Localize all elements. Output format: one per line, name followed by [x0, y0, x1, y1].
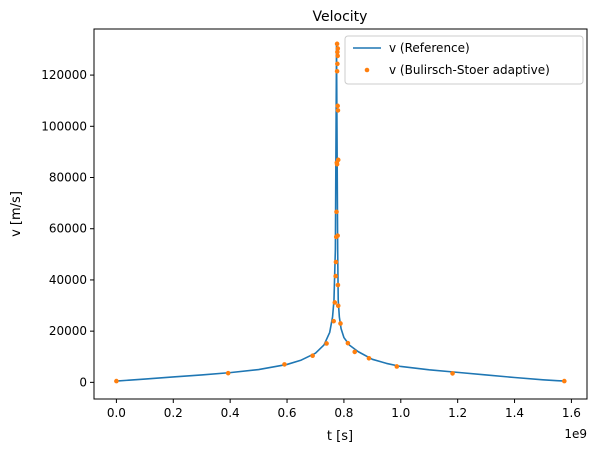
y-tick-label: 40000: [49, 273, 87, 287]
bulirsch-stoer-point: [334, 209, 339, 215]
legend-box: [344, 35, 584, 85]
bulirsch-stoer-point: [335, 233, 340, 238]
bulirsch-stoer-point: [331, 318, 336, 324]
bulirsch-stoer-point: [335, 303, 341, 309]
legend-reference-label: v (Reference): [389, 41, 470, 55]
legend-bulirsch-stoer-swatch: [364, 67, 370, 73]
bulirsch-stoer-point: [334, 41, 340, 47]
reference-series-line: [116, 43, 566, 382]
bulirsch-stoer-point: [333, 273, 338, 279]
y-axis-ticks: 0 20000 40000 60000 80000 100000 120000: [41, 68, 94, 389]
x-axis-label: t [s]: [327, 429, 353, 444]
bulirsch-stoer-point: [324, 341, 329, 346]
y-tick-label: 100000: [41, 119, 87, 133]
y-axis-label: v [m/s]: [9, 191, 24, 237]
x-tick-label: 0.2: [164, 406, 183, 420]
bulirsch-stoer-point: [335, 282, 341, 288]
bulirsch-stoer-point: [366, 355, 372, 361]
bulirsch-stoer-point: [352, 349, 358, 355]
bulirsch-stoer-point: [562, 378, 567, 384]
x-tick-label: 1.4: [505, 406, 524, 420]
bulirsch-stoer-point: [225, 370, 231, 376]
x-tick-label: 0.0: [107, 406, 126, 420]
y-tick-label: 120000: [41, 68, 87, 82]
bulirsch-stoer-point: [334, 161, 340, 167]
x-tick-label: 0.6: [277, 406, 296, 420]
x-tick-label: 1.6: [562, 406, 581, 420]
bulirsch-stoer-point: [334, 68, 340, 74]
bulirsch-stoer-point: [335, 108, 341, 113]
x-tick-label: 0.8: [334, 406, 353, 420]
bulirsch-stoer-point: [332, 300, 338, 305]
x-tick-label: 0.4: [221, 406, 240, 420]
plot-frame: [93, 28, 588, 400]
legend: v (Reference) v (Bulirsch-Stoer adaptive…: [344, 35, 584, 85]
bulirsch-stoer-point: [335, 157, 341, 163]
bulirsch-stoer-point: [450, 371, 455, 376]
x-axis-offset-label: 1e9: [564, 427, 587, 441]
bulirsch-stoer-point: [338, 321, 343, 326]
chart-title: Velocity: [313, 9, 368, 25]
y-tick-label: 60000: [49, 222, 87, 236]
bulirsch-stoer-point: [335, 61, 340, 67]
x-axis-ticks: 0.0 0.2 0.4 0.6 0.8 1.0 1.2 1.4 1.6: [107, 399, 581, 420]
bulirsch-stoer-point: [345, 340, 351, 346]
y-tick-label: 0: [79, 375, 87, 389]
y-tick-label: 20000: [49, 324, 87, 338]
plot-content: [114, 41, 567, 384]
y-tick-label: 80000: [49, 171, 87, 185]
bulirsch-stoer-point: [335, 103, 340, 109]
bulirsch-stoer-point: [333, 259, 339, 265]
bulirsch-stoer-point: [394, 364, 400, 369]
bulirsch-stoer-point: [335, 46, 341, 51]
x-tick-label: 1.0: [391, 406, 410, 420]
bulirsch-stoer-point: [282, 362, 287, 367]
bulirsch-stoer-point: [335, 49, 340, 55]
x-tick-label: 1.2: [448, 406, 467, 420]
bulirsch-stoer-point: [114, 378, 119, 384]
legend-bulirsch-stoer-label: v (Bulirsch-Stoer adaptive): [389, 63, 550, 77]
bulirsch-stoer-point: [310, 353, 315, 359]
bulirsch-stoer-point: [335, 53, 340, 59]
